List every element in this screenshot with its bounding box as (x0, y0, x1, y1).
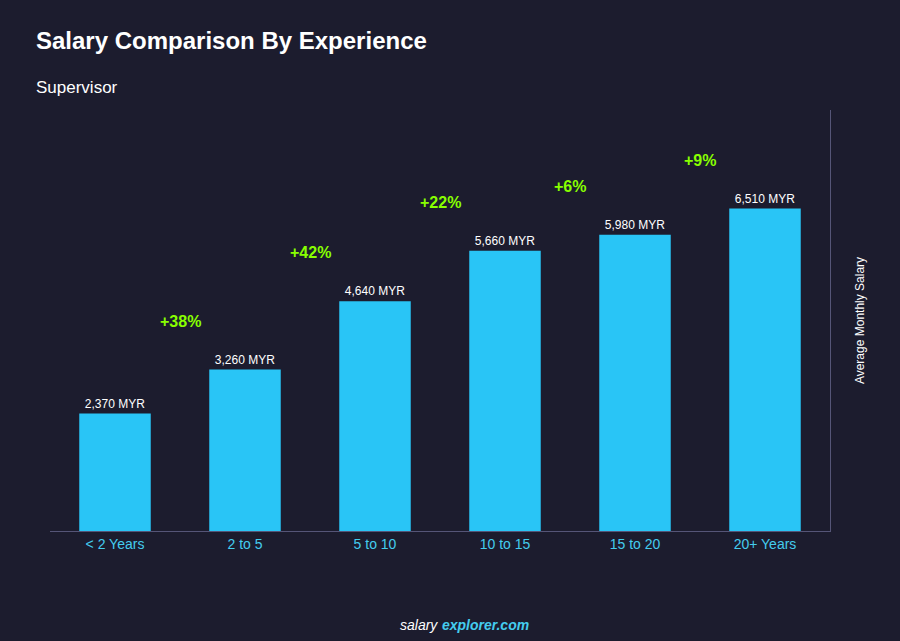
svg-text:5 to 10: 5 to 10 (354, 536, 397, 552)
svg-text:3,260 MYR: 3,260 MYR (215, 353, 275, 367)
svg-text:10 to 15: 10 to 15 (480, 536, 531, 552)
svg-text:2 to 5: 2 to 5 (227, 536, 262, 552)
svg-text:+22%: +22% (420, 194, 461, 211)
svg-text:5,660 MYR: 5,660 MYR (475, 234, 535, 248)
svg-text:Average Monthly Salary: Average Monthly Salary (853, 257, 867, 384)
svg-text:5,980 MYR: 5,980 MYR (605, 218, 665, 232)
svg-text:salary: salary (400, 617, 438, 633)
svg-text:4,640 MYR: 4,640 MYR (345, 284, 405, 298)
svg-text:Salary Comparison By Experienc: Salary Comparison By Experience (36, 27, 427, 54)
svg-text:Supervisor: Supervisor (36, 78, 118, 97)
svg-text:+6%: +6% (554, 178, 586, 195)
svg-text:+38%: +38% (160, 313, 201, 330)
svg-text:explorer.com: explorer.com (442, 617, 529, 633)
svg-text:20+ Years: 20+ Years (734, 536, 797, 552)
svg-text:+9%: +9% (684, 152, 716, 169)
svg-text:6,510 MYR: 6,510 MYR (735, 192, 795, 206)
svg-text:< 2 Years: < 2 Years (86, 536, 145, 552)
svg-text:15 to 20: 15 to 20 (610, 536, 661, 552)
svg-text:2,370 MYR: 2,370 MYR (85, 397, 145, 411)
svg-text:+42%: +42% (290, 244, 331, 261)
